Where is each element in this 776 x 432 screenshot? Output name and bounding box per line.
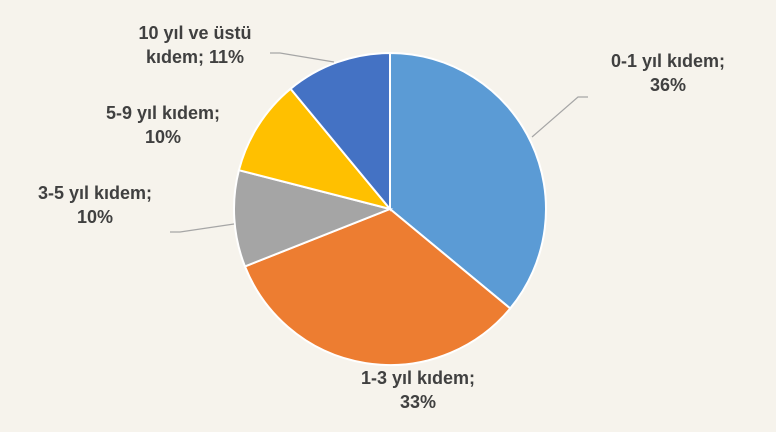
leader-line [270, 52, 335, 63]
pie-slice [233, 168, 394, 268]
category-label: 1-3 yıl kıdem; [360, 368, 476, 388]
pie-slice [389, 51, 547, 310]
value-label: 33% [399, 392, 437, 412]
value-label: 36% [649, 75, 687, 95]
pie-slice [289, 51, 391, 212]
data-label: 0-1 yıl kıdem; 36% [609, 49, 727, 97]
data-label: 5-9 yıl kıdem; 10% [104, 101, 222, 149]
value-label: 10% [144, 127, 182, 147]
data-label: 1-3 yıl kıdem; 33% [359, 366, 477, 414]
data-label: 3-5 yıl kıdem; 10% [36, 181, 154, 229]
pie-slice [237, 87, 393, 211]
value-label: 11% [209, 47, 245, 67]
category-label: 5-9 yıl kıdem; [105, 103, 221, 123]
leader-line [170, 223, 235, 233]
leader-line [531, 96, 588, 138]
category-label: 0-1 yıl kıdem; [610, 51, 726, 71]
data-label: 10 yıl ve üstü kıdem; 11% [136, 21, 254, 69]
pie-slice [243, 207, 512, 366]
value-label: 10% [76, 207, 114, 227]
category-label: 10 yıl ve üstü kıdem; [138, 23, 252, 67]
category-label: 3-5 yıl kıdem; [37, 183, 153, 203]
